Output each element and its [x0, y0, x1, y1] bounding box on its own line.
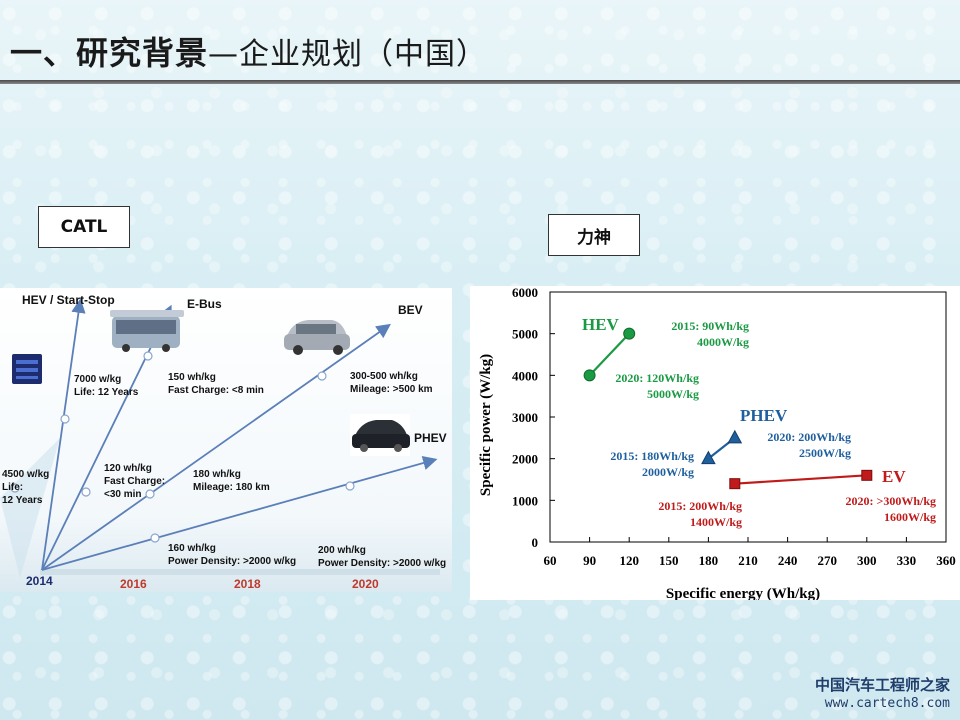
- point-label-phev: 2020: 200Wh/kg 2500W/kg: [767, 430, 851, 460]
- series-name-ev: EV: [882, 467, 906, 486]
- point-label-ev: 2020: >300Wh/kg 1600W/kg: [845, 494, 936, 524]
- ray-hev: [41, 298, 86, 571]
- catl-annot: 7000 w/kg Life: 12 Years: [74, 374, 139, 398]
- ray-phev: [41, 455, 438, 571]
- point-ev: [729, 478, 741, 490]
- catl-roadmap: HEV / Start-Stop E-Bus BEV PHEV 4500 w/k…: [0, 288, 452, 592]
- catl-cat-phev: PHEV: [414, 431, 447, 445]
- y-tick-label: 3000: [512, 410, 538, 425]
- x-tick-label: 300: [857, 553, 877, 568]
- point-phev: [727, 429, 743, 444]
- catl-cat-bev: BEV: [398, 303, 423, 317]
- catl-year: 2016: [120, 577, 147, 591]
- node-ebus-2014: [81, 487, 91, 497]
- suv-icon: [284, 320, 350, 355]
- x-tick-label: 150: [659, 553, 679, 568]
- catl-year: 2018: [234, 577, 261, 591]
- x-tick-label: 120: [619, 553, 639, 568]
- x-tick-label: 180: [699, 553, 719, 568]
- catl-annot: 200 wh/kg Power Density: >2000 w/kg: [318, 545, 446, 569]
- lishen-label: 力神: [548, 214, 640, 256]
- sedan-icon: [350, 414, 410, 456]
- point-label-hev: 2015: 90Wh/kg 4000W/kg: [671, 319, 749, 349]
- lishen-chart-svg: 0 1000 2000 3000 4000 5000 6000 60 90 120 150 180 21…: [478, 285, 956, 602]
- x-axis-label: Specific energy (Wh/kg): [666, 586, 820, 600]
- point-phev: [701, 450, 716, 465]
- catl-cat-hev: HEV / Start-Stop: [22, 293, 115, 307]
- point-hev: [583, 369, 596, 382]
- x-tick-label: 270: [817, 553, 837, 568]
- catl-annot: 300-500 wh/kg Mileage: >500 km: [350, 371, 433, 395]
- y-tick-label: 1000: [512, 493, 538, 508]
- node-bev-2020: [317, 371, 327, 381]
- node-ebus-2016: [143, 351, 153, 361]
- point-ev: [861, 469, 873, 481]
- watermark-cn: 中国汽车工程师之家: [814, 676, 950, 694]
- x-tick-label: 240: [778, 553, 798, 568]
- x-tick-label: 360: [936, 553, 956, 568]
- catl-annot: 160 wh/kg Power Density: >2000 w/kg: [168, 543, 296, 567]
- node-hev-2016: [60, 414, 70, 424]
- watermark-url: www.cartech8.com: [824, 696, 950, 711]
- catl-decor: [0, 438, 60, 578]
- catl-label: CATL: [38, 206, 130, 248]
- point-label-phev: 2015: 180Wh/kg 2000W/kg: [610, 449, 694, 479]
- point-hev: [623, 327, 636, 340]
- y-axis-label: Specific power (W/kg): [478, 354, 494, 496]
- catl-annot: 180 wh/kg Mileage: 180 km: [193, 469, 270, 493]
- y-tick-label: 5000: [512, 327, 538, 342]
- catl-cat-ebus: E-Bus: [187, 297, 222, 311]
- page-title: 一、研究背景—企业规划（中国）: [10, 28, 487, 74]
- lishen-chart: 0 1000 2000 3000 4000 5000 6000 60 90 120 150 180 21…: [470, 285, 960, 602]
- node-hev-2014: [10, 483, 20, 493]
- x-tick-label: 330: [897, 553, 917, 568]
- bus-icon: [110, 310, 184, 352]
- catl-roadmap-svg: HEV / Start-Stop E-Bus BEV PHEV 4500 w/k…: [0, 288, 452, 592]
- series-line-ev: [734, 474, 867, 485]
- node-bev-2016: [145, 489, 155, 499]
- battery-icon: [12, 354, 42, 384]
- x-tick-label: 60: [544, 553, 557, 568]
- y-tick-label: 2000: [512, 452, 538, 467]
- node-phev-2020: [345, 481, 355, 491]
- series-name-phev: PHEV: [740, 406, 788, 425]
- y-tick-label: 4000: [512, 368, 538, 383]
- title-main: 一、研究背景: [10, 34, 209, 72]
- ray-bev: [41, 323, 391, 571]
- point-label-hev: 2020: 120Wh/kg 5000W/kg: [615, 371, 699, 401]
- catl-year: 2014: [26, 574, 53, 588]
- x-tick-label: 90: [583, 553, 596, 568]
- catl-annot: 4500 w/kg Life: 12 Years: [2, 469, 52, 506]
- y-tick-label: 6000: [512, 286, 538, 300]
- catl-annot: 120 wh/kg Fast Charge: <30 min: [104, 463, 168, 500]
- catl-year: 2020: [352, 577, 379, 591]
- y-tick-label: 0: [532, 535, 539, 550]
- point-label-ev: 2015: 200Wh/kg 1400W/kg: [658, 499, 742, 529]
- catl-annot: 150 wh/kg Fast Charge: <8 min: [168, 372, 264, 396]
- node-phev-2016: [150, 533, 160, 543]
- title-sub: —企业规划（中国）: [208, 37, 488, 72]
- title-divider: [0, 80, 960, 84]
- series-name-hev: HEV: [582, 315, 620, 334]
- series-line-hev: [588, 332, 630, 377]
- x-tick-label: 210: [738, 553, 758, 568]
